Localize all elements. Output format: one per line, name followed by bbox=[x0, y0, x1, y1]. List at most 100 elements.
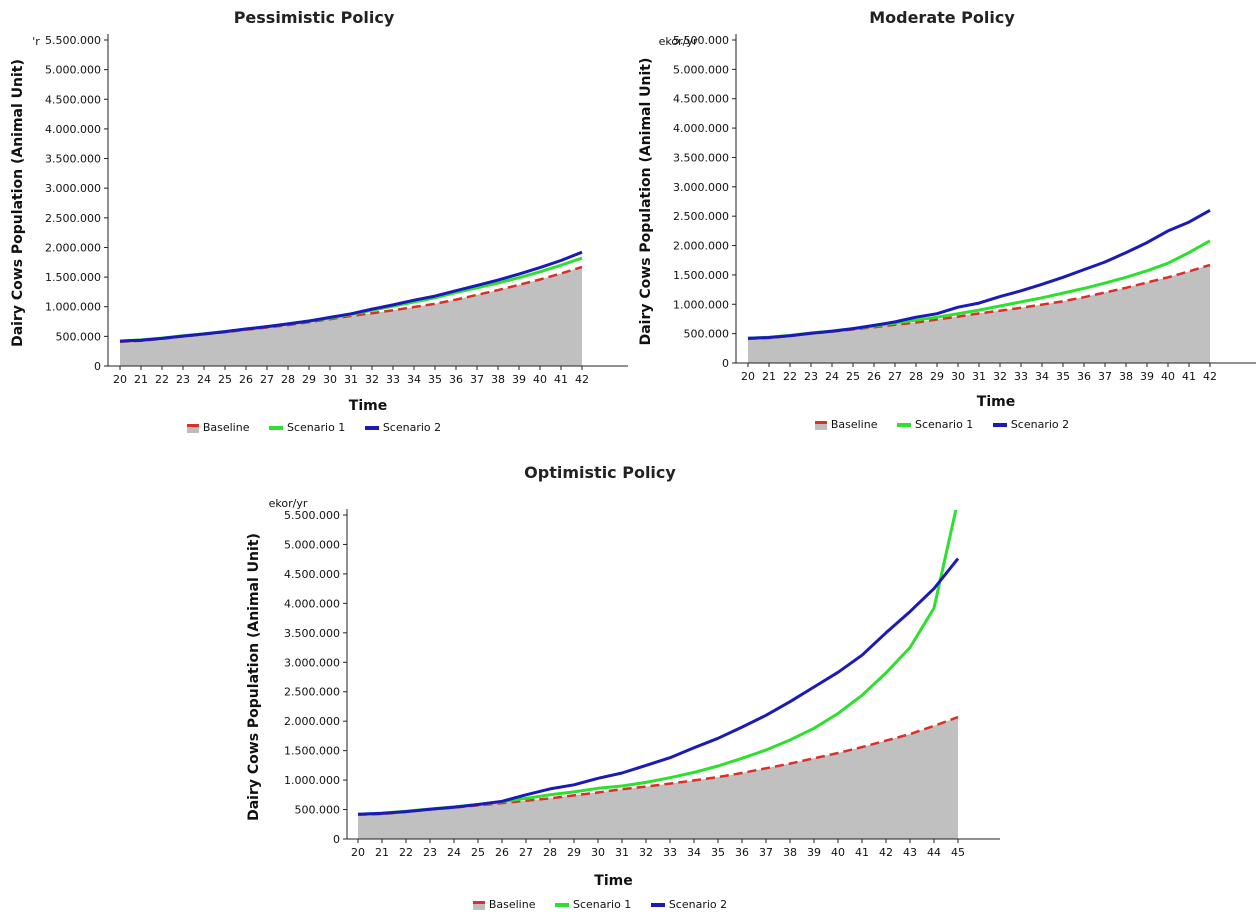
x-tick-label: 42 bbox=[575, 373, 589, 386]
chart-legend: Baseline Scenario 1 Scenario 2 bbox=[628, 418, 1256, 431]
x-tick-label: 26 bbox=[867, 370, 881, 383]
x-tick-label: 33 bbox=[1014, 370, 1028, 383]
x-tick-label: 33 bbox=[386, 373, 400, 386]
x-tick-label: 38 bbox=[1119, 370, 1133, 383]
x-tick-label: 22 bbox=[155, 373, 169, 386]
y-tick-label: 0 bbox=[722, 357, 729, 370]
x-tick-label: 31 bbox=[344, 373, 358, 386]
y-tick-label: 1.500.000 bbox=[673, 269, 729, 282]
x-tick-label: 39 bbox=[1140, 370, 1154, 383]
x-tick-label: 44 bbox=[927, 846, 941, 859]
x-tick-label: 34 bbox=[1035, 370, 1049, 383]
x-tick-label: 35 bbox=[428, 373, 442, 386]
y-tick-label: 500.000 bbox=[295, 804, 341, 817]
unit-label: 'r bbox=[32, 35, 40, 48]
x-tick-label: 36 bbox=[735, 846, 749, 859]
chart-title: Moderate Policy bbox=[869, 8, 1015, 27]
series-line-scenario-2 bbox=[357, 557, 960, 816]
x-tick-label: 40 bbox=[533, 373, 547, 386]
chart-legend: Baseline Scenario 1 Scenario 2 bbox=[0, 421, 628, 434]
y-tick-label: 2.500.000 bbox=[284, 686, 340, 699]
x-tick-label: 36 bbox=[1077, 370, 1091, 383]
x-tick-label: 35 bbox=[1056, 370, 1070, 383]
x-tick-label: 27 bbox=[260, 373, 274, 386]
y-tick-label: 4.500.000 bbox=[45, 93, 101, 106]
legend-item-scenario-2: Scenario 2 bbox=[650, 898, 727, 911]
y-axis-label: Dairy Cows Population (Animal Unit) bbox=[246, 533, 262, 821]
x-tick-label: 32 bbox=[639, 846, 653, 859]
plot-area bbox=[119, 250, 583, 366]
plot-area bbox=[747, 208, 1211, 363]
x-tick-label: 24 bbox=[447, 846, 461, 859]
series-line-scenario-2 bbox=[119, 250, 583, 343]
y-tick-label: 500.000 bbox=[684, 328, 730, 341]
x-tick-label: 20 bbox=[113, 373, 127, 386]
x-tick-label: 38 bbox=[783, 846, 797, 859]
x-tick-label: 30 bbox=[951, 370, 965, 383]
y-tick-label: 1.500.000 bbox=[45, 271, 101, 284]
series-line-scenario-2 bbox=[747, 208, 1211, 340]
y-tick-label: 5.000.000 bbox=[284, 538, 340, 551]
unit-label: ekor/yr bbox=[269, 497, 308, 510]
y-tick-label: 4.000.000 bbox=[673, 122, 729, 135]
y-tick-label: 1.000.000 bbox=[45, 301, 101, 314]
y-tick-label: 4.000.000 bbox=[284, 597, 340, 610]
y-tick-label: 5.500.000 bbox=[673, 34, 729, 47]
x-tick-label: 39 bbox=[512, 373, 526, 386]
x-tick-label: 21 bbox=[762, 370, 776, 383]
y-axis-label: Dairy Cows Population (Animal Unit) bbox=[10, 59, 26, 347]
x-tick-label: 27 bbox=[888, 370, 902, 383]
x-tick-label: 29 bbox=[567, 846, 581, 859]
x-axis-label: Time bbox=[977, 394, 1015, 410]
chart-optimistic: Optimistic Policy 0 500.000 1.000.000 1.500… bbox=[200, 455, 1000, 917]
chart-plot: 0 500.000 1.000.000 1.500.000 2.000.000 2.500… bbox=[638, 34, 1256, 410]
chart-plot: 0 500.000 1.000.000 1.500.000 2.000.000 2.500… bbox=[10, 34, 628, 414]
x-tick-label: 28 bbox=[281, 373, 295, 386]
x-tick-label: 38 bbox=[491, 373, 505, 386]
y-tick-label: 3.000.000 bbox=[673, 181, 729, 194]
x-tick-label: 29 bbox=[302, 373, 316, 386]
chart-legend: Baseline Scenario 1 Scenario 2 bbox=[200, 898, 1000, 911]
y-tick-label: 0 bbox=[333, 833, 340, 846]
y-tick-label: 4.500.000 bbox=[673, 93, 729, 106]
plot-area bbox=[357, 510, 960, 839]
y-tick-label: 3.000.000 bbox=[45, 182, 101, 195]
x-tick-label: 23 bbox=[423, 846, 437, 859]
legend-item-baseline: Baseline bbox=[814, 418, 877, 431]
x-tick-label: 41 bbox=[855, 846, 869, 859]
x-tick-label: 33 bbox=[663, 846, 677, 859]
x-tick-label: 31 bbox=[972, 370, 986, 383]
x-tick-label: 37 bbox=[759, 846, 773, 859]
legend-item-scenario-1: Scenario 1 bbox=[896, 418, 973, 431]
x-tick-label: 28 bbox=[909, 370, 923, 383]
x-tick-label: 34 bbox=[407, 373, 421, 386]
y-tick-label: 5.500.000 bbox=[284, 509, 340, 522]
y-tick-label: 3.000.000 bbox=[284, 656, 340, 669]
x-tick-label: 40 bbox=[1161, 370, 1175, 383]
x-tick-label: 32 bbox=[365, 373, 379, 386]
y-tick-label: 0 bbox=[94, 360, 101, 373]
x-tick-label: 25 bbox=[218, 373, 232, 386]
legend-item-baseline: Baseline bbox=[472, 898, 535, 911]
y-tick-label: 1.000.000 bbox=[673, 298, 729, 311]
x-tick-label: 22 bbox=[399, 846, 413, 859]
x-tick-label: 31 bbox=[615, 846, 629, 859]
y-tick-label: 4.500.000 bbox=[284, 568, 340, 581]
y-tick-label: 1.000.000 bbox=[284, 774, 340, 787]
legend-item-scenario-2: Scenario 2 bbox=[364, 421, 441, 434]
y-tick-label: 2.000.000 bbox=[45, 241, 101, 254]
y-tick-label: 3.500.000 bbox=[284, 627, 340, 640]
x-tick-label: 45 bbox=[951, 846, 965, 859]
y-tick-label: 500.000 bbox=[56, 330, 102, 343]
x-tick-label: 42 bbox=[1203, 370, 1217, 383]
x-tick-label: 34 bbox=[687, 846, 701, 859]
x-tick-label: 37 bbox=[1098, 370, 1112, 383]
x-tick-label: 21 bbox=[134, 373, 148, 386]
y-axis-label: Dairy Cows Population (Animal Unit) bbox=[638, 58, 654, 346]
y-tick-label: 4.000.000 bbox=[45, 123, 101, 136]
chart-title: Optimistic Policy bbox=[524, 463, 676, 482]
y-tick-label: 2.500.000 bbox=[45, 212, 101, 225]
x-tick-label: 23 bbox=[804, 370, 818, 383]
x-tick-label: 32 bbox=[993, 370, 1007, 383]
x-tick-label: 39 bbox=[807, 846, 821, 859]
